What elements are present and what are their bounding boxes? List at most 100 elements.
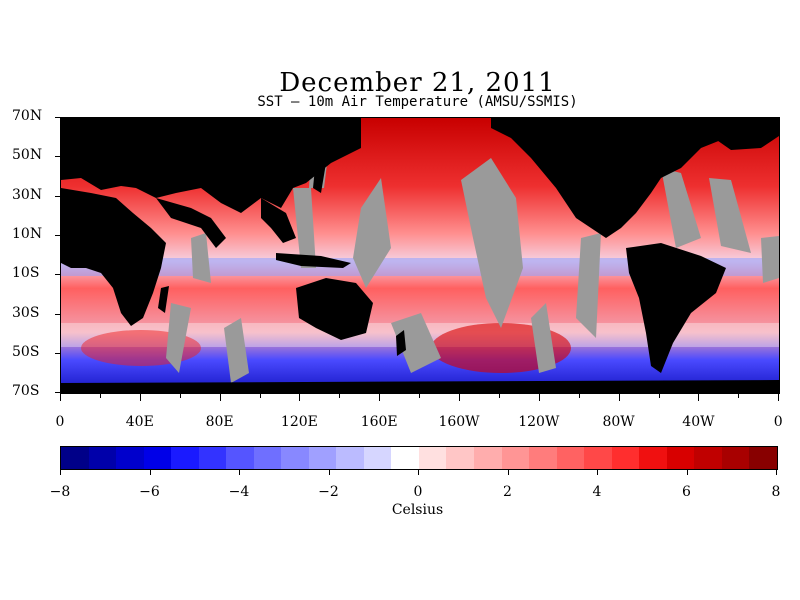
arabia-india-land <box>156 198 226 248</box>
colorbar-cell <box>556 447 585 469</box>
new-zealand-land <box>396 330 406 356</box>
colorbar-tick <box>60 469 61 475</box>
longitude-tick <box>778 393 780 401</box>
indonesia-land <box>276 253 351 268</box>
colorbar-tick-label: −2 <box>318 484 339 500</box>
africa-land <box>61 188 166 326</box>
colorbar <box>60 446 778 470</box>
colorbar-cell <box>501 447 530 469</box>
longitude-tick <box>498 393 500 398</box>
colorbar-cell <box>171 447 199 469</box>
longitude-tick <box>259 393 261 398</box>
colorbar-tick <box>776 469 777 475</box>
latitude-tick <box>55 117 60 118</box>
colorbar-cell <box>391 447 419 469</box>
colorbar-cell <box>584 447 612 469</box>
latitude-label: 30S <box>12 304 40 321</box>
colorbar-cell <box>611 447 640 469</box>
colorbar-tick-label: 4 <box>592 484 602 500</box>
latitude-label: 50N <box>12 147 43 164</box>
colorbar-tick-label: −4 <box>228 484 250 500</box>
southeast-asia-land <box>261 198 296 243</box>
colorbar-tick <box>686 469 688 475</box>
colorbar-cell <box>116 447 144 469</box>
longitude-label: 40W <box>682 414 715 430</box>
longitude-tick <box>538 393 540 401</box>
longitude-label: 80E <box>205 414 234 430</box>
colorbar-cell <box>721 447 750 469</box>
colorbar-cell <box>363 447 392 469</box>
colorbar-cell <box>639 447 667 469</box>
colorbar-cell <box>666 447 695 469</box>
longitude-label: 40E <box>125 414 154 430</box>
longitude-tick <box>99 393 101 398</box>
longitude-tick <box>578 393 580 398</box>
longitude-label: 120W <box>518 414 560 430</box>
colorbar-cell <box>336 447 364 469</box>
colorbar-cell <box>61 447 89 469</box>
colorbar-tick <box>507 469 509 475</box>
longitude-tick <box>299 393 301 401</box>
latitude-label: 10N <box>12 225 43 242</box>
longitude-tick <box>419 393 421 398</box>
colorbar-cell <box>198 447 227 469</box>
longitude-tick <box>379 393 381 401</box>
page-title: December 21, 2011 <box>279 68 556 98</box>
colorbar-units: Celsius <box>391 502 444 518</box>
map-subtitle: SST – 10m Air Temperature (AMSU/SSMIS) <box>257 94 578 110</box>
longitude-label: 160E <box>360 414 398 430</box>
longitude-label: 0 <box>773 414 783 430</box>
longitude-tick <box>60 393 61 401</box>
latitude-label: 10S <box>12 265 40 282</box>
colorbar-cell <box>226 447 254 469</box>
colorbar-cell <box>308 447 337 469</box>
colorbar-cell <box>253 447 282 469</box>
colorbar-tick <box>239 469 240 475</box>
latitude-label: 70N <box>12 108 43 124</box>
longitude-label: 160W <box>438 414 480 430</box>
longitude-tick <box>339 393 341 398</box>
longitude-tick <box>618 393 620 401</box>
longitude-label: 80W <box>602 414 635 430</box>
latitude-tick <box>55 234 60 236</box>
longitude-tick <box>219 393 221 401</box>
eurasia-land <box>61 118 361 213</box>
longitude-tick <box>738 393 740 398</box>
latitude-label: 30N <box>12 186 43 203</box>
colorbar-tick-label: −8 <box>49 484 71 500</box>
longitude-tick <box>459 393 460 401</box>
colorbar-tick-label: 8 <box>771 484 781 500</box>
colorbar-cell <box>694 447 722 469</box>
antarctica-land <box>61 380 779 393</box>
colorbar-tick <box>597 469 598 475</box>
japan-land <box>313 158 326 193</box>
latitude-label: 50S <box>12 343 40 360</box>
latitude-tick <box>55 274 60 276</box>
north-america-land <box>491 118 779 238</box>
latitude-tick <box>55 392 60 394</box>
latitude-tick <box>55 352 60 354</box>
colorbar-cell <box>529 447 557 469</box>
longitude-label: 120E <box>280 414 318 430</box>
colorbar-tick-label: 2 <box>503 484 512 500</box>
colorbar-tick-label: 6 <box>682 484 691 500</box>
colorbar-cell <box>281 447 309 469</box>
latitude-tick <box>55 313 60 315</box>
colorbar-tick <box>328 469 330 475</box>
colorbar-cell <box>418 447 447 469</box>
australia-land <box>296 278 373 340</box>
colorbar-cell <box>143 447 172 469</box>
south-america-land <box>626 243 726 373</box>
sst-anomaly-map <box>60 117 780 394</box>
longitude-label: 0 <box>55 414 65 430</box>
colorbar-cell <box>473 447 502 469</box>
latitude-tick <box>55 156 60 158</box>
colorbar-tick-label: −6 <box>139 484 160 500</box>
colorbar-cell <box>88 447 117 469</box>
greenland-land <box>701 118 779 150</box>
longitude-tick <box>139 393 141 401</box>
map-canvas <box>61 118 779 393</box>
colorbar-tick-label: 0 <box>413 484 423 500</box>
colorbar-tick <box>149 469 151 475</box>
no-data-swaths <box>166 148 779 383</box>
